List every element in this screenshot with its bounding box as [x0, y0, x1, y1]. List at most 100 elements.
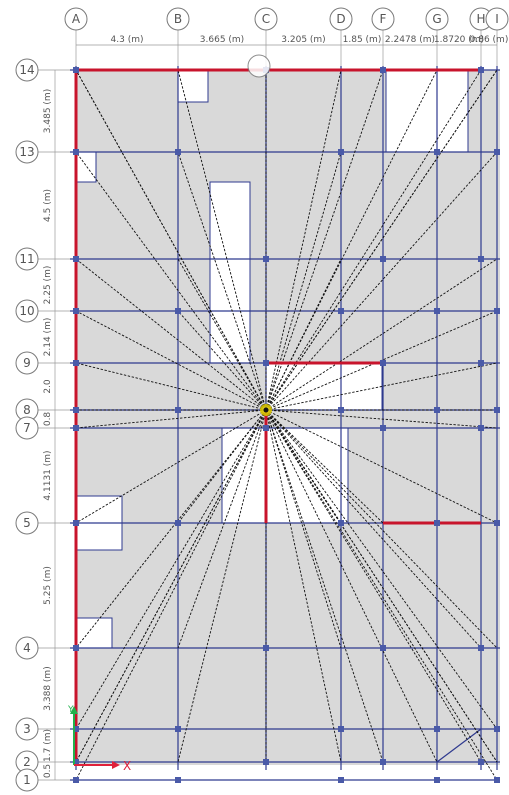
row-bubble-3[interactable]: 3 [15, 717, 39, 741]
y-dimension: 3.388 (m) [43, 666, 53, 710]
joint [380, 360, 386, 366]
joint [73, 360, 79, 366]
column-label: C [262, 12, 270, 26]
y-dimension: 2.14 (m) [43, 318, 53, 357]
link-line-18 [75, 151, 267, 411]
row-label: 10 [19, 304, 34, 318]
row-bubble-10[interactable]: 10 [15, 299, 39, 323]
link-line-24 [75, 362, 267, 411]
link-line-20 [75, 258, 267, 411]
link-line-44 [177, 310, 267, 411]
joint [494, 149, 500, 155]
opening-7 [265, 362, 383, 411]
row-bubble-5[interactable]: 5 [15, 511, 39, 535]
column-bubble-a[interactable]: A [64, 7, 88, 31]
joint [73, 777, 79, 783]
link-line-35 [265, 409, 498, 730]
row-label: 3 [23, 722, 31, 736]
coordinate-axis-triad: X Y [67, 705, 131, 773]
y-dimension: 4.5 (m) [43, 189, 53, 222]
joint [478, 759, 484, 765]
joint [494, 777, 500, 783]
joint [175, 726, 181, 732]
joint [434, 726, 440, 732]
link-line-42 [177, 258, 267, 411]
row-label: 2 [23, 755, 31, 769]
floor-slab [76, 70, 500, 765]
axis-y-label: Y [67, 705, 74, 715]
joint [494, 308, 500, 314]
joint [434, 520, 440, 526]
row-bubble-13[interactable]: 13 [15, 140, 39, 164]
joint [338, 308, 344, 314]
row-bubble-1[interactable]: 1 [15, 768, 39, 792]
row-label: 9 [23, 356, 31, 370]
y-dimension: 1.7 (m) [43, 729, 53, 762]
link-line-34 [75, 409, 267, 730]
joint-markers [73, 67, 500, 783]
joint [175, 407, 181, 413]
link-line-11 [265, 409, 438, 763]
link-line-36 [75, 409, 267, 763]
joint [175, 149, 181, 155]
column-bubble-g[interactable]: G [425, 7, 449, 31]
joint [338, 149, 344, 155]
row-label: 11 [19, 252, 34, 266]
row-bubble-7[interactable]: 7 [15, 416, 39, 440]
x-dimension: 1.8720 (m) [434, 35, 484, 45]
row-bubble-4[interactable]: 4 [15, 636, 39, 660]
joint [175, 520, 181, 526]
link-line-38 [75, 409, 267, 781]
hidden-grid-bubble [247, 54, 271, 78]
column-label: H [476, 12, 485, 26]
joint [73, 759, 79, 765]
column-label: I [495, 12, 499, 26]
row-label: 7 [23, 421, 31, 435]
grid-guide-lines [38, 22, 498, 781]
row-bubble-14[interactable]: 14 [15, 58, 39, 82]
joint [434, 407, 440, 413]
column-bubble-d[interactable]: D [329, 7, 353, 31]
row-bubble-11[interactable]: 11 [15, 247, 39, 271]
link-line-50 [265, 409, 384, 524]
column-label: D [336, 12, 345, 26]
joint [494, 726, 500, 732]
x-dimension: 0.86 (m) [470, 35, 509, 45]
link-line-41 [265, 151, 342, 411]
y-dimension: 0.5 [43, 764, 53, 778]
row-bubble-9[interactable]: 9 [15, 351, 39, 375]
x-dimension: 4.3 (m) [111, 35, 144, 45]
axis-x-label: X [123, 759, 131, 773]
column-bubble-b[interactable]: B [166, 7, 190, 31]
link-line-47 [177, 409, 267, 649]
column-bubble-h[interactable]: H [469, 7, 493, 31]
x-dimension: 3.205 (m) [281, 35, 325, 45]
joint [263, 360, 269, 366]
y-dimension: 4.1131 (m) [43, 450, 53, 500]
y-dimension: 5.25 (m) [43, 566, 53, 605]
joint [380, 256, 386, 262]
link-line-43 [265, 258, 342, 411]
y-dimension-labels: 3.485 (m) 4.5 (m) 2.25 (m) 2.14 (m) 2.0 0.8 4.… [43, 70, 56, 780]
joint [175, 308, 181, 314]
link-line-48 [265, 409, 342, 649]
link-line-25 [265, 362, 498, 411]
column-bubble-f[interactable]: F [371, 7, 395, 31]
link-line-49 [265, 409, 482, 649]
column-bubble-c[interactable]: C [254, 7, 278, 31]
row-label: 4 [23, 641, 31, 655]
joint [478, 67, 484, 73]
link-line-32 [75, 409, 267, 649]
link-line-29 [265, 409, 498, 429]
opening-6 [75, 617, 113, 649]
column-bubble-i[interactable]: I [485, 7, 509, 31]
y-dimension: 0.8 [43, 412, 53, 427]
joint [434, 308, 440, 314]
x-dimension-labels: 4.3 (m) 3.665 (m) 3.205 (m) 1.85 (m) 2.2478 … [76, 35, 509, 46]
row-grid-bubbles[interactable]: 14 13 11 10 9 8 7 5 4 3 2 1 [15, 58, 39, 792]
link-line-17 [265, 69, 498, 411]
x-dimension: 1.85 (m) [343, 35, 382, 45]
joint [73, 308, 79, 314]
joint [338, 407, 344, 413]
